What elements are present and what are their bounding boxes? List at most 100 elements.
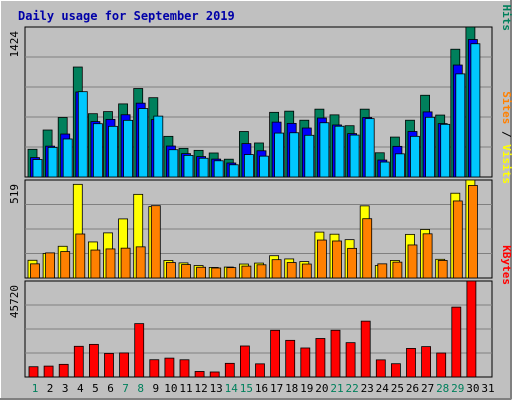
day-label: 25 [391,382,404,395]
kbytes-bar [255,363,265,378]
sites-bar [211,267,222,279]
pages-bar [274,132,285,178]
day-label: 3 [62,382,69,395]
day-label: 4 [77,382,84,395]
legend-entry: Sites [500,91,512,124]
pages-bar [440,123,451,178]
day-label: 1 [32,382,39,395]
kbytes-bar [58,363,69,378]
day-axis: 1 2 3 4 5 6 7 8 9 10 11 12 13 14 15 16 17 18 19 20 21 22 23 24 2… [32,382,495,395]
sites-bar [452,200,463,279]
chart-title: Daily usage for September 2019 [18,9,235,23]
pages-bar [123,119,133,178]
day-label: 16 [255,382,268,395]
sites-bar [45,252,55,279]
day-label: 20 [315,382,328,395]
pages-bar [168,149,179,178]
kbytes-bar [406,348,416,378]
kbytes-bar [436,352,447,378]
kbytes-bar [149,359,160,378]
pages-bar [198,157,209,178]
pages-bar [47,147,58,178]
kbytes-bar [28,366,39,378]
kbytes-bar [270,329,281,378]
pages-bar [334,125,345,178]
pages-bar [32,159,43,178]
day-label: 12 [194,382,207,395]
sites-bar [377,263,388,279]
series-legend: Pages / Files / Hits [500,0,512,31]
pages-bar [228,164,239,178]
pages-bar [138,108,149,178]
sites-bar [256,264,267,279]
pages-bar [319,122,330,178]
day-label: 30 [466,382,479,395]
day-label: 5 [92,382,99,395]
sites-bar [90,249,101,279]
kbytes-bar [300,347,311,378]
pages-bar [410,135,420,178]
sites-bar [105,248,116,279]
day-label: 13 [210,382,223,395]
pages-bar [425,116,436,178]
day-label: 6 [107,382,114,395]
kbytes-bar [315,338,326,378]
sites-bar [196,266,207,279]
day-label: 15 [240,382,253,395]
legend-entry: KBytes [500,245,512,285]
series-legend: Sites / Visits [500,91,512,184]
kbytes-bar [134,323,145,378]
sites-bar [30,263,40,279]
pages-bar [183,155,194,178]
pages-bar [455,73,466,178]
day-label: 27 [421,382,434,395]
kbytes-bar [73,345,84,378]
sites-bar [332,240,342,279]
y-max-label: 1424 [8,31,21,58]
pages-bar [93,123,103,178]
sites-bar [135,246,146,279]
sites-bar [407,244,418,279]
day-label: 19 [300,382,313,395]
pages-bar [379,161,390,178]
requests-panel: 1424 Pages / Files / Hits [8,0,512,178]
y-max-label: 45720 [8,285,21,318]
sites-bar [226,267,237,279]
kbytes-bar [330,329,341,378]
pages-bar [77,91,88,178]
legend-separator: / [500,124,512,144]
pages-bar [304,134,315,178]
kbytes-bar [345,342,356,378]
legend-entry: Hits [500,5,512,32]
day-label: 17 [270,382,283,395]
sites-bar [392,261,403,279]
day-label: 24 [376,382,390,395]
y-max-label: 519 [8,184,21,204]
sites-bar [75,233,86,279]
pages-bar [394,153,405,178]
kbytes-bar [179,359,190,378]
sites-bar [165,262,176,279]
kbytes-bar [390,363,401,378]
sites-bar [60,251,71,279]
legend-entry: Visits [500,144,512,184]
day-label: 22 [345,382,358,395]
day-label: 31 [481,382,494,395]
sites-bar [467,185,478,279]
pages-bar [213,160,224,178]
kbytes-bar [104,353,114,378]
kbytes-bar [466,280,477,378]
sites-bar [422,233,433,279]
pages-bar [289,132,300,178]
kbytes-bar [239,345,250,378]
day-label: 29 [451,382,464,395]
kbytes-bar [43,365,54,378]
kbytes-bar [89,343,99,378]
sites-bar [437,260,448,279]
sites-bar [301,263,312,279]
pages-bar [153,115,164,178]
sites-bar [150,205,161,279]
day-label: 9 [152,382,159,395]
